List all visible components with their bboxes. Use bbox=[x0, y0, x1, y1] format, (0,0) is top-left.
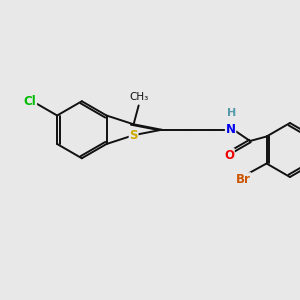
Text: CH₃: CH₃ bbox=[129, 92, 148, 102]
Text: Cl: Cl bbox=[24, 95, 36, 108]
Text: Br: Br bbox=[236, 173, 250, 186]
Text: H: H bbox=[227, 108, 237, 118]
Text: N: N bbox=[226, 123, 236, 136]
Text: O: O bbox=[224, 149, 234, 162]
Text: S: S bbox=[129, 129, 138, 142]
